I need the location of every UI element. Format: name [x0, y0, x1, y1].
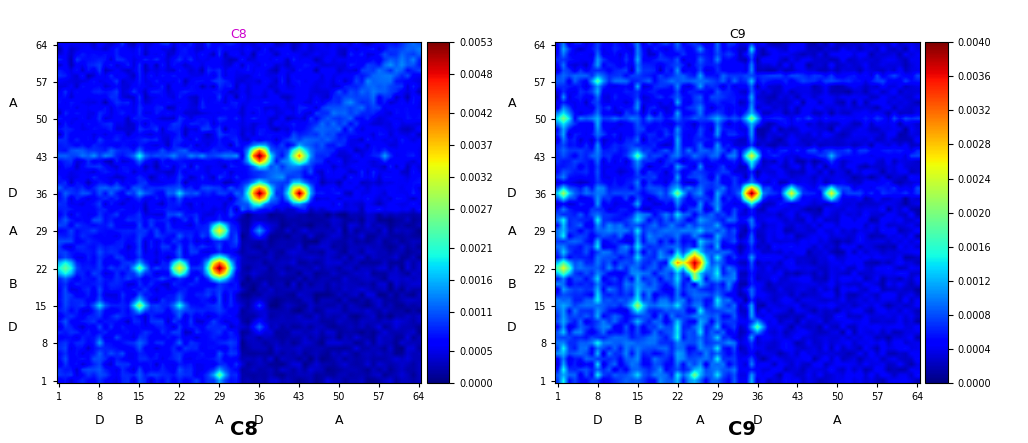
Text: A: A: [9, 97, 17, 110]
Text: A: A: [696, 414, 705, 427]
Text: D: D: [95, 414, 104, 427]
Text: D: D: [507, 321, 516, 334]
Text: D: D: [507, 187, 516, 201]
Text: D: D: [593, 414, 602, 427]
Text: C8: C8: [229, 420, 258, 439]
Text: D: D: [8, 187, 17, 201]
Text: C9: C9: [728, 420, 757, 439]
Title: C8: C8: [230, 28, 248, 41]
Text: B: B: [9, 278, 17, 291]
Text: D: D: [8, 321, 17, 334]
Text: B: B: [633, 414, 642, 427]
Text: A: A: [215, 414, 223, 427]
Text: D: D: [752, 414, 763, 427]
Text: B: B: [135, 414, 144, 427]
Text: A: A: [9, 225, 17, 238]
Text: A: A: [508, 97, 516, 110]
Text: A: A: [833, 414, 842, 427]
Text: D: D: [254, 414, 264, 427]
Title: C9: C9: [729, 28, 746, 41]
Text: B: B: [508, 278, 516, 291]
Text: A: A: [334, 414, 343, 427]
Text: A: A: [508, 225, 516, 238]
